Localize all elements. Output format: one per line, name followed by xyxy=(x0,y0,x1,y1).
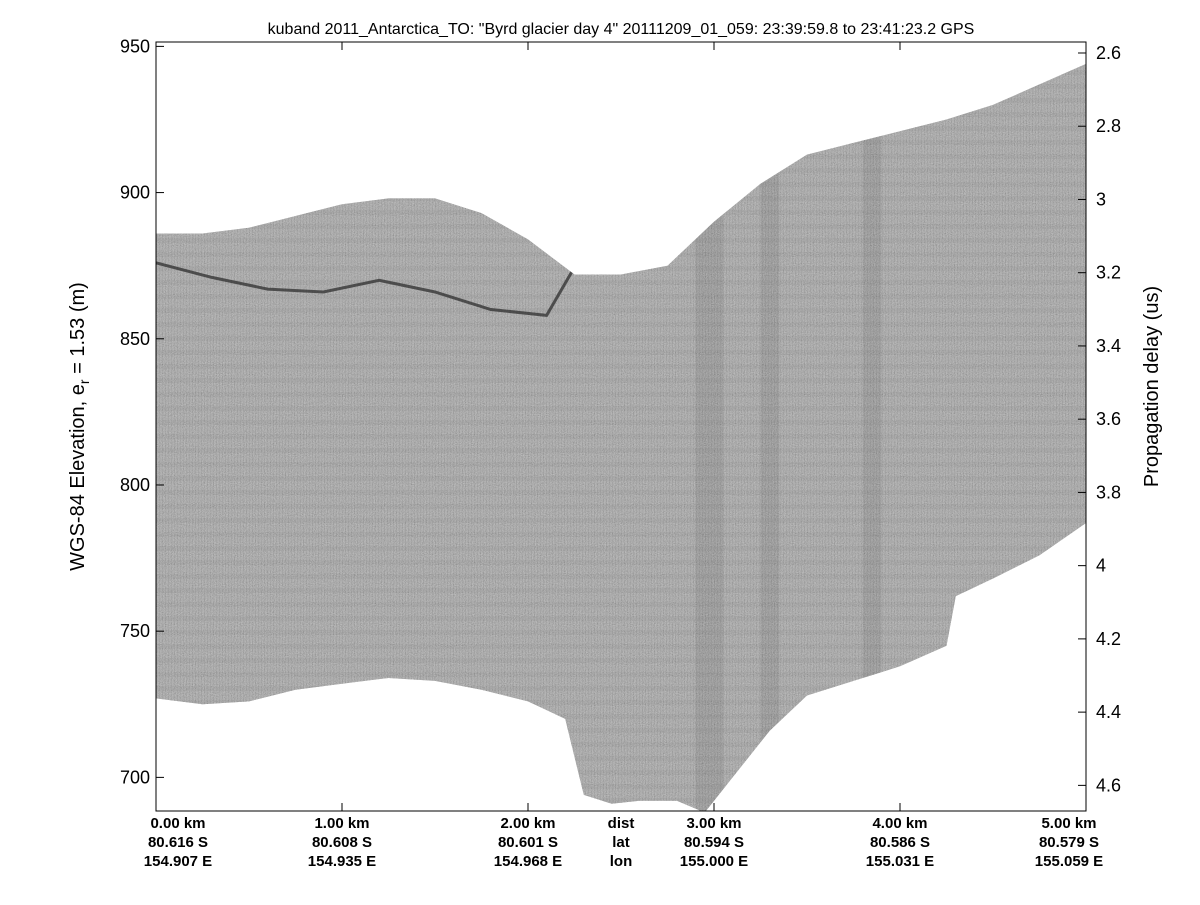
chart-title: kuband 2011_Antarctica_TO: "Byrd glacier… xyxy=(268,21,975,38)
bottom-tick-lat: 80.586 S xyxy=(870,834,930,851)
bottom-axis: 0.00 km 80.616 S 154.907 E 1.00 km 80.608 S 1… xyxy=(144,42,1103,870)
radargram-image xyxy=(156,63,1086,811)
plot-area xyxy=(156,63,1086,811)
bottom-tick-lat: 80.601 S xyxy=(498,834,558,851)
right-tick-label: 4 xyxy=(1096,556,1106,576)
right-tick-label: 4.4 xyxy=(1096,702,1121,722)
bottom-tick-lon: 155.059 E xyxy=(1035,853,1103,870)
radargram-speckle xyxy=(156,63,1086,811)
left-tick-label: 700 xyxy=(120,767,150,787)
bottom-tick-lat: 80.616 S xyxy=(148,834,208,851)
left-tick-label: 950 xyxy=(120,36,150,56)
y-axis-label-right: Propagation delay (us) xyxy=(1141,286,1163,487)
bottom-legend-lon: lon xyxy=(610,853,633,870)
bottom-tick-dist: 4.00 km xyxy=(872,815,927,832)
right-tick-label: 3 xyxy=(1096,189,1106,209)
left-tick-label: 750 xyxy=(120,621,150,641)
bottom-tick-lat: 80.608 S xyxy=(312,834,372,851)
bottom-tick-dist: 3.00 km xyxy=(686,815,741,832)
right-tick-label: 3.2 xyxy=(1096,263,1121,283)
bottom-tick-dist: 0.00 km xyxy=(150,815,205,832)
plot-frame xyxy=(155,41,1087,812)
right-tick-label: 2.6 xyxy=(1096,43,1121,63)
y-axis-label-left: WGS-84 Elevation, er = 1.53 (m) xyxy=(67,282,92,571)
bright-reflector xyxy=(156,250,586,317)
bottom-tick-lon: 155.000 E xyxy=(680,853,748,870)
bottom-tick-lon: 154.935 E xyxy=(308,853,376,870)
right-tick-label: 3.6 xyxy=(1096,409,1121,429)
bottom-tick-lat: 80.579 S xyxy=(1039,834,1099,851)
left-axis: 700 750 800 850 900 950 xyxy=(120,36,164,787)
left-tick-label: 900 xyxy=(120,183,150,203)
bottom-tick-dist: 5.00 km xyxy=(1041,815,1096,832)
bottom-tick-lat: 80.594 S xyxy=(684,834,744,851)
left-tick-label: 850 xyxy=(120,329,150,349)
bottom-tick-lon: 155.031 E xyxy=(866,853,934,870)
bottom-tick-lon: 154.968 E xyxy=(494,853,562,870)
bottom-tick-dist: 2.00 km xyxy=(500,815,555,832)
right-tick-label: 3.8 xyxy=(1096,482,1121,502)
right-tick-label: 3.4 xyxy=(1096,336,1121,356)
right-axis: 2.6 2.8 3 3.2 3.4 3.6 3.8 4 4.2 4.4 4.6 xyxy=(1078,43,1121,795)
right-tick-label: 4.6 xyxy=(1096,775,1121,795)
bottom-tick-dist: 1.00 km xyxy=(314,815,369,832)
bottom-tick-lon: 154.907 E xyxy=(144,853,212,870)
left-tick-label: 800 xyxy=(120,475,150,495)
right-tick-label: 2.8 xyxy=(1096,116,1121,136)
right-tick-label: 4.2 xyxy=(1096,629,1121,649)
bottom-legend-lat: lat xyxy=(612,834,630,851)
bottom-legend-dist: dist xyxy=(608,815,635,832)
